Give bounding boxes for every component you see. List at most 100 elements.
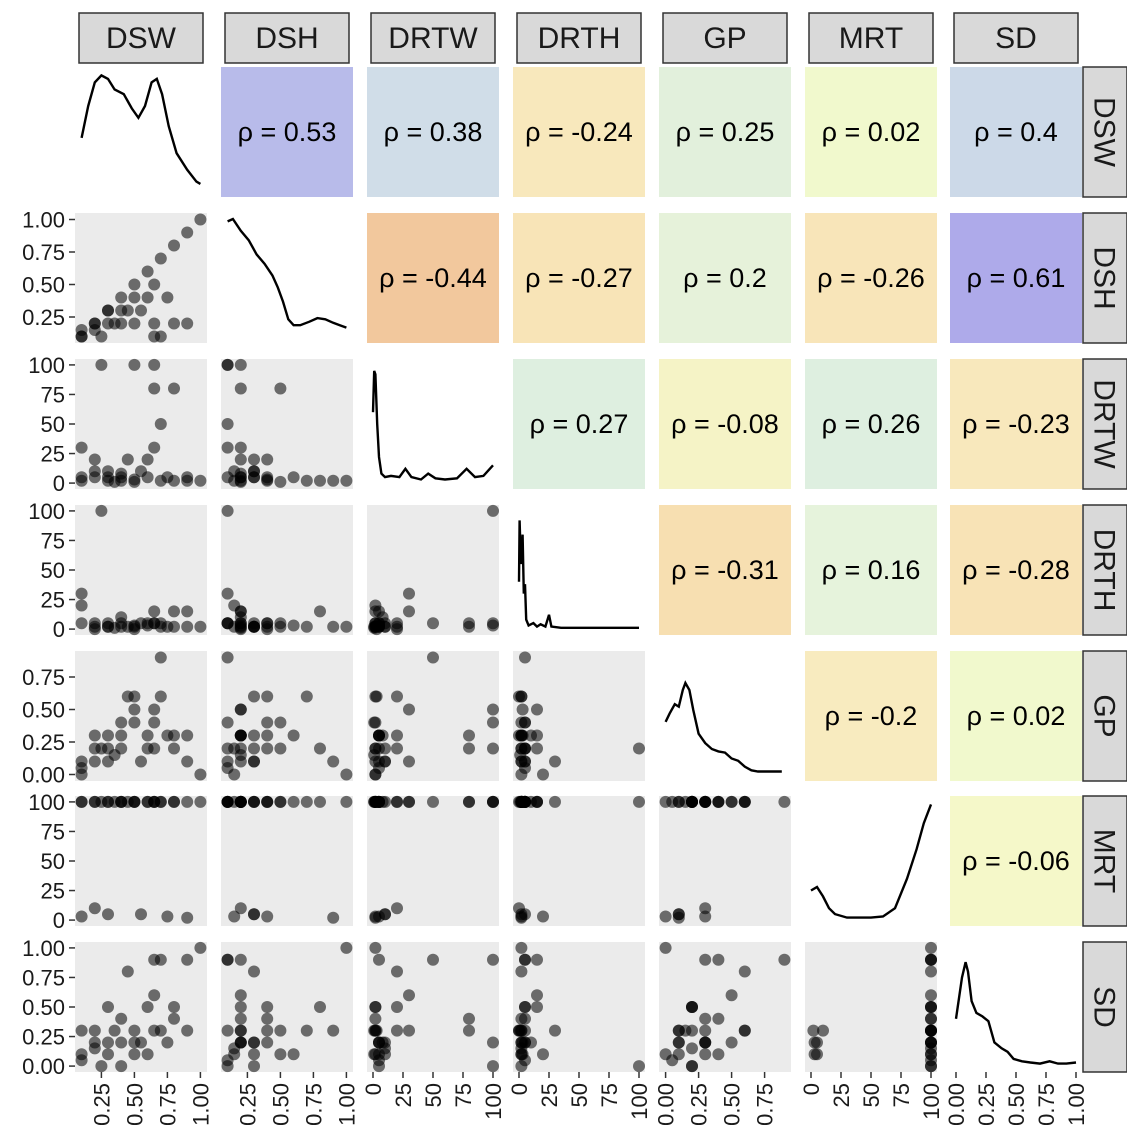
scatter-point-gp-vs-drth-22 bbox=[519, 742, 531, 755]
scatter-point-mrt-vs-gp-21 bbox=[712, 795, 725, 808]
scatter-point-sd-vs-dsh-1 bbox=[221, 1024, 234, 1037]
x-tick-label-dsw-0: 0.25 bbox=[89, 1083, 114, 1126]
scatter-point-sd-vs-dsh-16 bbox=[234, 1036, 247, 1049]
scatter-point-sd-vs-gp-16 bbox=[725, 1036, 738, 1049]
scatter-point-drth-vs-dsw-31 bbox=[194, 620, 207, 633]
scatter-point-sd-vs-drtw-14 bbox=[391, 965, 403, 978]
scatter-point-gp-vs-drtw-6 bbox=[487, 742, 499, 755]
scatter-point-sd-vs-drtw-27 bbox=[369, 1001, 382, 1013]
scatter-point-dsh-vs-dsw-15 bbox=[128, 278, 141, 291]
x-tick-label-drth-0: 0 bbox=[507, 1083, 532, 1095]
scatter-point-dsh-vs-dsw-19 bbox=[141, 265, 154, 278]
scatter-point-gp-vs-drth-21 bbox=[519, 716, 531, 729]
y-tick-label-drtw-2: 50 bbox=[41, 412, 65, 437]
scatter-point-mrt-vs-dsw-26 bbox=[161, 910, 174, 923]
scatter-point-sd-vs-mrt-29 bbox=[925, 953, 937, 966]
x-tick-label-sd-0: 0.00 bbox=[944, 1083, 969, 1126]
right-strip-label-dsw: DSW bbox=[1088, 97, 1121, 168]
corr-label-dsw-gp: ρ = 0.25 bbox=[676, 117, 775, 147]
scatter-point-drth-vs-dsh-24 bbox=[300, 620, 313, 633]
scatter-point-drtw-vs-dsh-15 bbox=[274, 475, 287, 488]
corr-tile-dsh-drtw bbox=[367, 213, 499, 343]
scatter-point-gp-vs-drth-2 bbox=[537, 768, 549, 781]
y-tick-label-mrt-1: 25 bbox=[41, 879, 65, 904]
x-tick-label-mrt-1: 25 bbox=[829, 1083, 854, 1107]
y-tick-label-sd-3: 0.75 bbox=[22, 965, 65, 990]
y-tick-label-drth-3: 75 bbox=[41, 528, 65, 553]
scatter-point-sd-vs-dsw-12 bbox=[115, 1060, 128, 1073]
x-tick-label-drth-1: 25 bbox=[537, 1083, 562, 1107]
scatter-point-mrt-vs-gp-2 bbox=[659, 910, 672, 923]
scatter-point-mrt-vs-gp-23 bbox=[725, 795, 738, 808]
scatter-point-mrt-vs-gp-26 bbox=[699, 910, 712, 923]
scatter-point-sd-vs-drtw-31 bbox=[369, 941, 382, 954]
scatter-point-gp-vs-dsh-26 bbox=[261, 729, 274, 742]
top-strip-label-mrt: MRT bbox=[839, 22, 903, 55]
scatter-point-dsh-vs-dsw-30 bbox=[181, 226, 194, 239]
scatter-point-sd-vs-gp-14 bbox=[738, 965, 751, 978]
corr-tile-dsw-gp bbox=[659, 67, 791, 197]
scatter-point-gp-vs-dsh-30 bbox=[327, 755, 340, 768]
corr-tile-drtw-gp bbox=[659, 359, 791, 489]
scatter-point-sd-vs-gp-31 bbox=[659, 941, 672, 954]
density-curve-mrt bbox=[810, 803, 933, 919]
scatter-point-drth-vs-dsw-2 bbox=[75, 599, 88, 612]
corr-label-dsh-gp: ρ = 0.2 bbox=[683, 263, 767, 293]
x-tick-label-gp-3: 0.75 bbox=[753, 1083, 778, 1126]
scatter-point-sd-vs-drtw-6 bbox=[487, 1060, 499, 1073]
scatter-point-dsh-vs-dsw-25 bbox=[154, 330, 167, 343]
scatter-point-sd-vs-mrt-12 bbox=[925, 1060, 937, 1073]
scatter-panel-drth-vs-drtw bbox=[367, 505, 499, 635]
scatter-point-gp-vs-drth-30 bbox=[515, 755, 528, 768]
scatter-point-dsh-vs-dsw-26 bbox=[161, 291, 174, 304]
top-strip-gp bbox=[662, 12, 788, 64]
scatter-point-mrt-vs-dsw-5 bbox=[88, 902, 101, 915]
scatter-point-gp-vs-dsh-27 bbox=[314, 742, 326, 755]
y-tick-label-mrt-0: 0 bbox=[53, 908, 65, 933]
y-tick-label-drth-0: 0 bbox=[53, 617, 65, 642]
corr-label-drth-sd: ρ = -0.28 bbox=[962, 555, 1070, 585]
scatter-point-sd-vs-drth-6 bbox=[633, 1060, 645, 1073]
right-strip-sd bbox=[1082, 941, 1127, 1073]
scatter-point-gp-vs-drth-6 bbox=[633, 742, 645, 755]
scatter-point-sd-vs-dsw-15 bbox=[128, 1048, 141, 1061]
scatter-point-sd-vs-dsh-26 bbox=[261, 1036, 274, 1049]
scatter-point-dsh-vs-dsw-22 bbox=[148, 278, 161, 291]
scatter-point-gp-vs-dsw-19 bbox=[141, 729, 154, 742]
scatter-point-dsh-vs-dsw-11 bbox=[115, 291, 128, 304]
scatter-point-sd-vs-gp-30 bbox=[672, 1024, 685, 1037]
y-tick-label-gp-1: 0.25 bbox=[22, 730, 65, 755]
density-curve-drth bbox=[517, 520, 639, 629]
scatter-point-sd-vs-dsw-11 bbox=[115, 1012, 128, 1025]
corr-label-drth-mrt: ρ = 0.16 bbox=[822, 555, 921, 585]
scatter-point-sd-vs-dsw-2 bbox=[75, 1048, 88, 1061]
scatter-point-gp-vs-dsh-1 bbox=[221, 755, 234, 768]
axes: 0.250.500.751.00025507510002550751000.00… bbox=[22, 208, 1089, 1126]
scatter-point-sd-vs-dsw-19 bbox=[141, 1048, 154, 1061]
scatter-point-sd-vs-dsw-28 bbox=[168, 1012, 180, 1025]
y-tick-label-drtw-1: 25 bbox=[41, 442, 65, 467]
plot-marks: ρ = 0.53 ρ = 0.38 ρ = -0.24 ρ = 0.25 ρ = 0.0… bbox=[75, 73, 1077, 1073]
right-strip-dsw bbox=[1082, 66, 1127, 198]
scatter-point-sd-vs-dsh-25 bbox=[221, 953, 234, 966]
scatter-point-sd-vs-gp-25 bbox=[778, 953, 791, 966]
y-tick-label-drtw-4: 100 bbox=[28, 353, 65, 378]
scatter-point-drth-vs-dsw-29 bbox=[181, 605, 194, 618]
scatter-point-mrt-vs-drtw-20 bbox=[391, 795, 403, 808]
scatter-point-gp-vs-dsh-18 bbox=[248, 755, 260, 768]
scatter-point-sd-vs-dsh-10 bbox=[234, 1024, 247, 1037]
scatter-point-sd-vs-dsw-26 bbox=[161, 1036, 174, 1049]
scatter-point-drth-vs-dsh-19 bbox=[287, 619, 300, 632]
scatter-point-sd-vs-gp-11 bbox=[712, 1012, 725, 1025]
scatter-point-dsh-vs-dsw-31 bbox=[194, 213, 207, 226]
y-tick-label-mrt-2: 50 bbox=[41, 849, 65, 874]
scatter-panel-mrt-vs-drth bbox=[513, 796, 645, 926]
scatter-point-drth-vs-dsh-18 bbox=[248, 617, 260, 630]
scatter-point-gp-vs-dsh-10 bbox=[234, 749, 247, 761]
scatter-point-gp-vs-dsw-31 bbox=[194, 768, 207, 781]
scatter-point-mrt-vs-dsh-22 bbox=[274, 795, 287, 808]
scatter-point-sd-vs-dsw-20 bbox=[141, 1001, 154, 1013]
top-strip-drtw bbox=[370, 12, 496, 64]
scatter-point-drtw-vs-dsw-2 bbox=[75, 474, 88, 487]
corr-tile-drtw-mrt bbox=[805, 359, 937, 489]
